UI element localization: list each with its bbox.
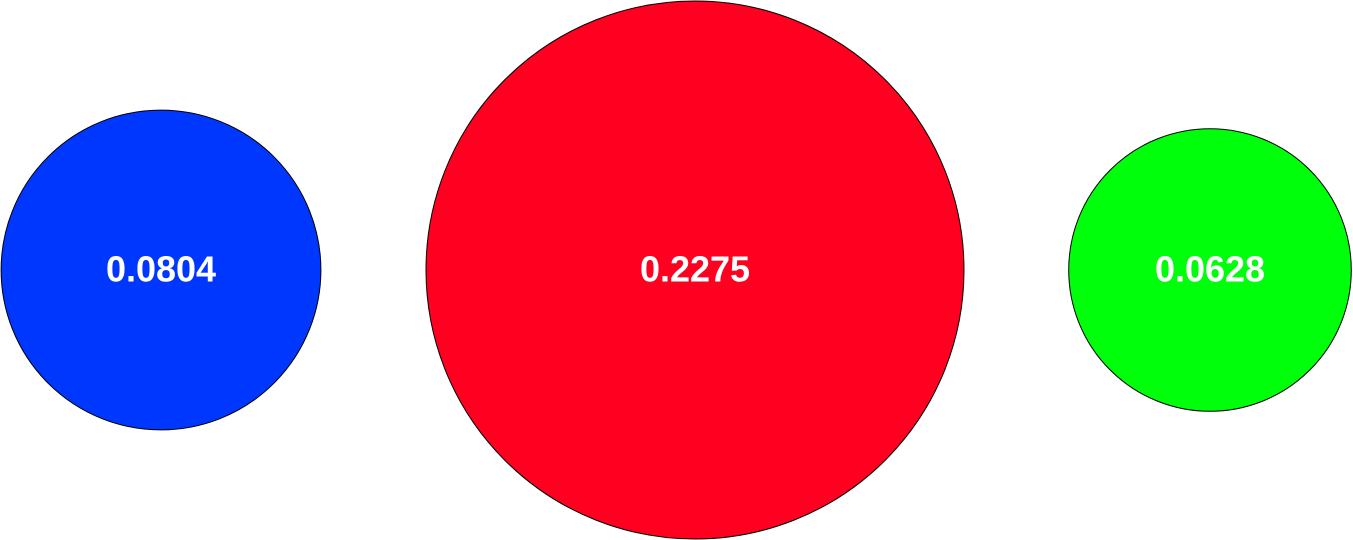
bubble-value-label: 0.0804	[106, 249, 216, 290]
bubble-value-label: 0.0628	[1155, 249, 1265, 290]
bubble-3: 0.0628	[1068, 128, 1352, 412]
bubble-circle	[1068, 128, 1352, 412]
bubble-circle	[0, 109, 322, 431]
bubble-value-label: 0.2275	[640, 249, 750, 290]
bubble-circle	[425, 0, 965, 540]
bubble-1: 0.0804	[0, 109, 322, 431]
bubble-2: 0.2275	[425, 0, 965, 540]
